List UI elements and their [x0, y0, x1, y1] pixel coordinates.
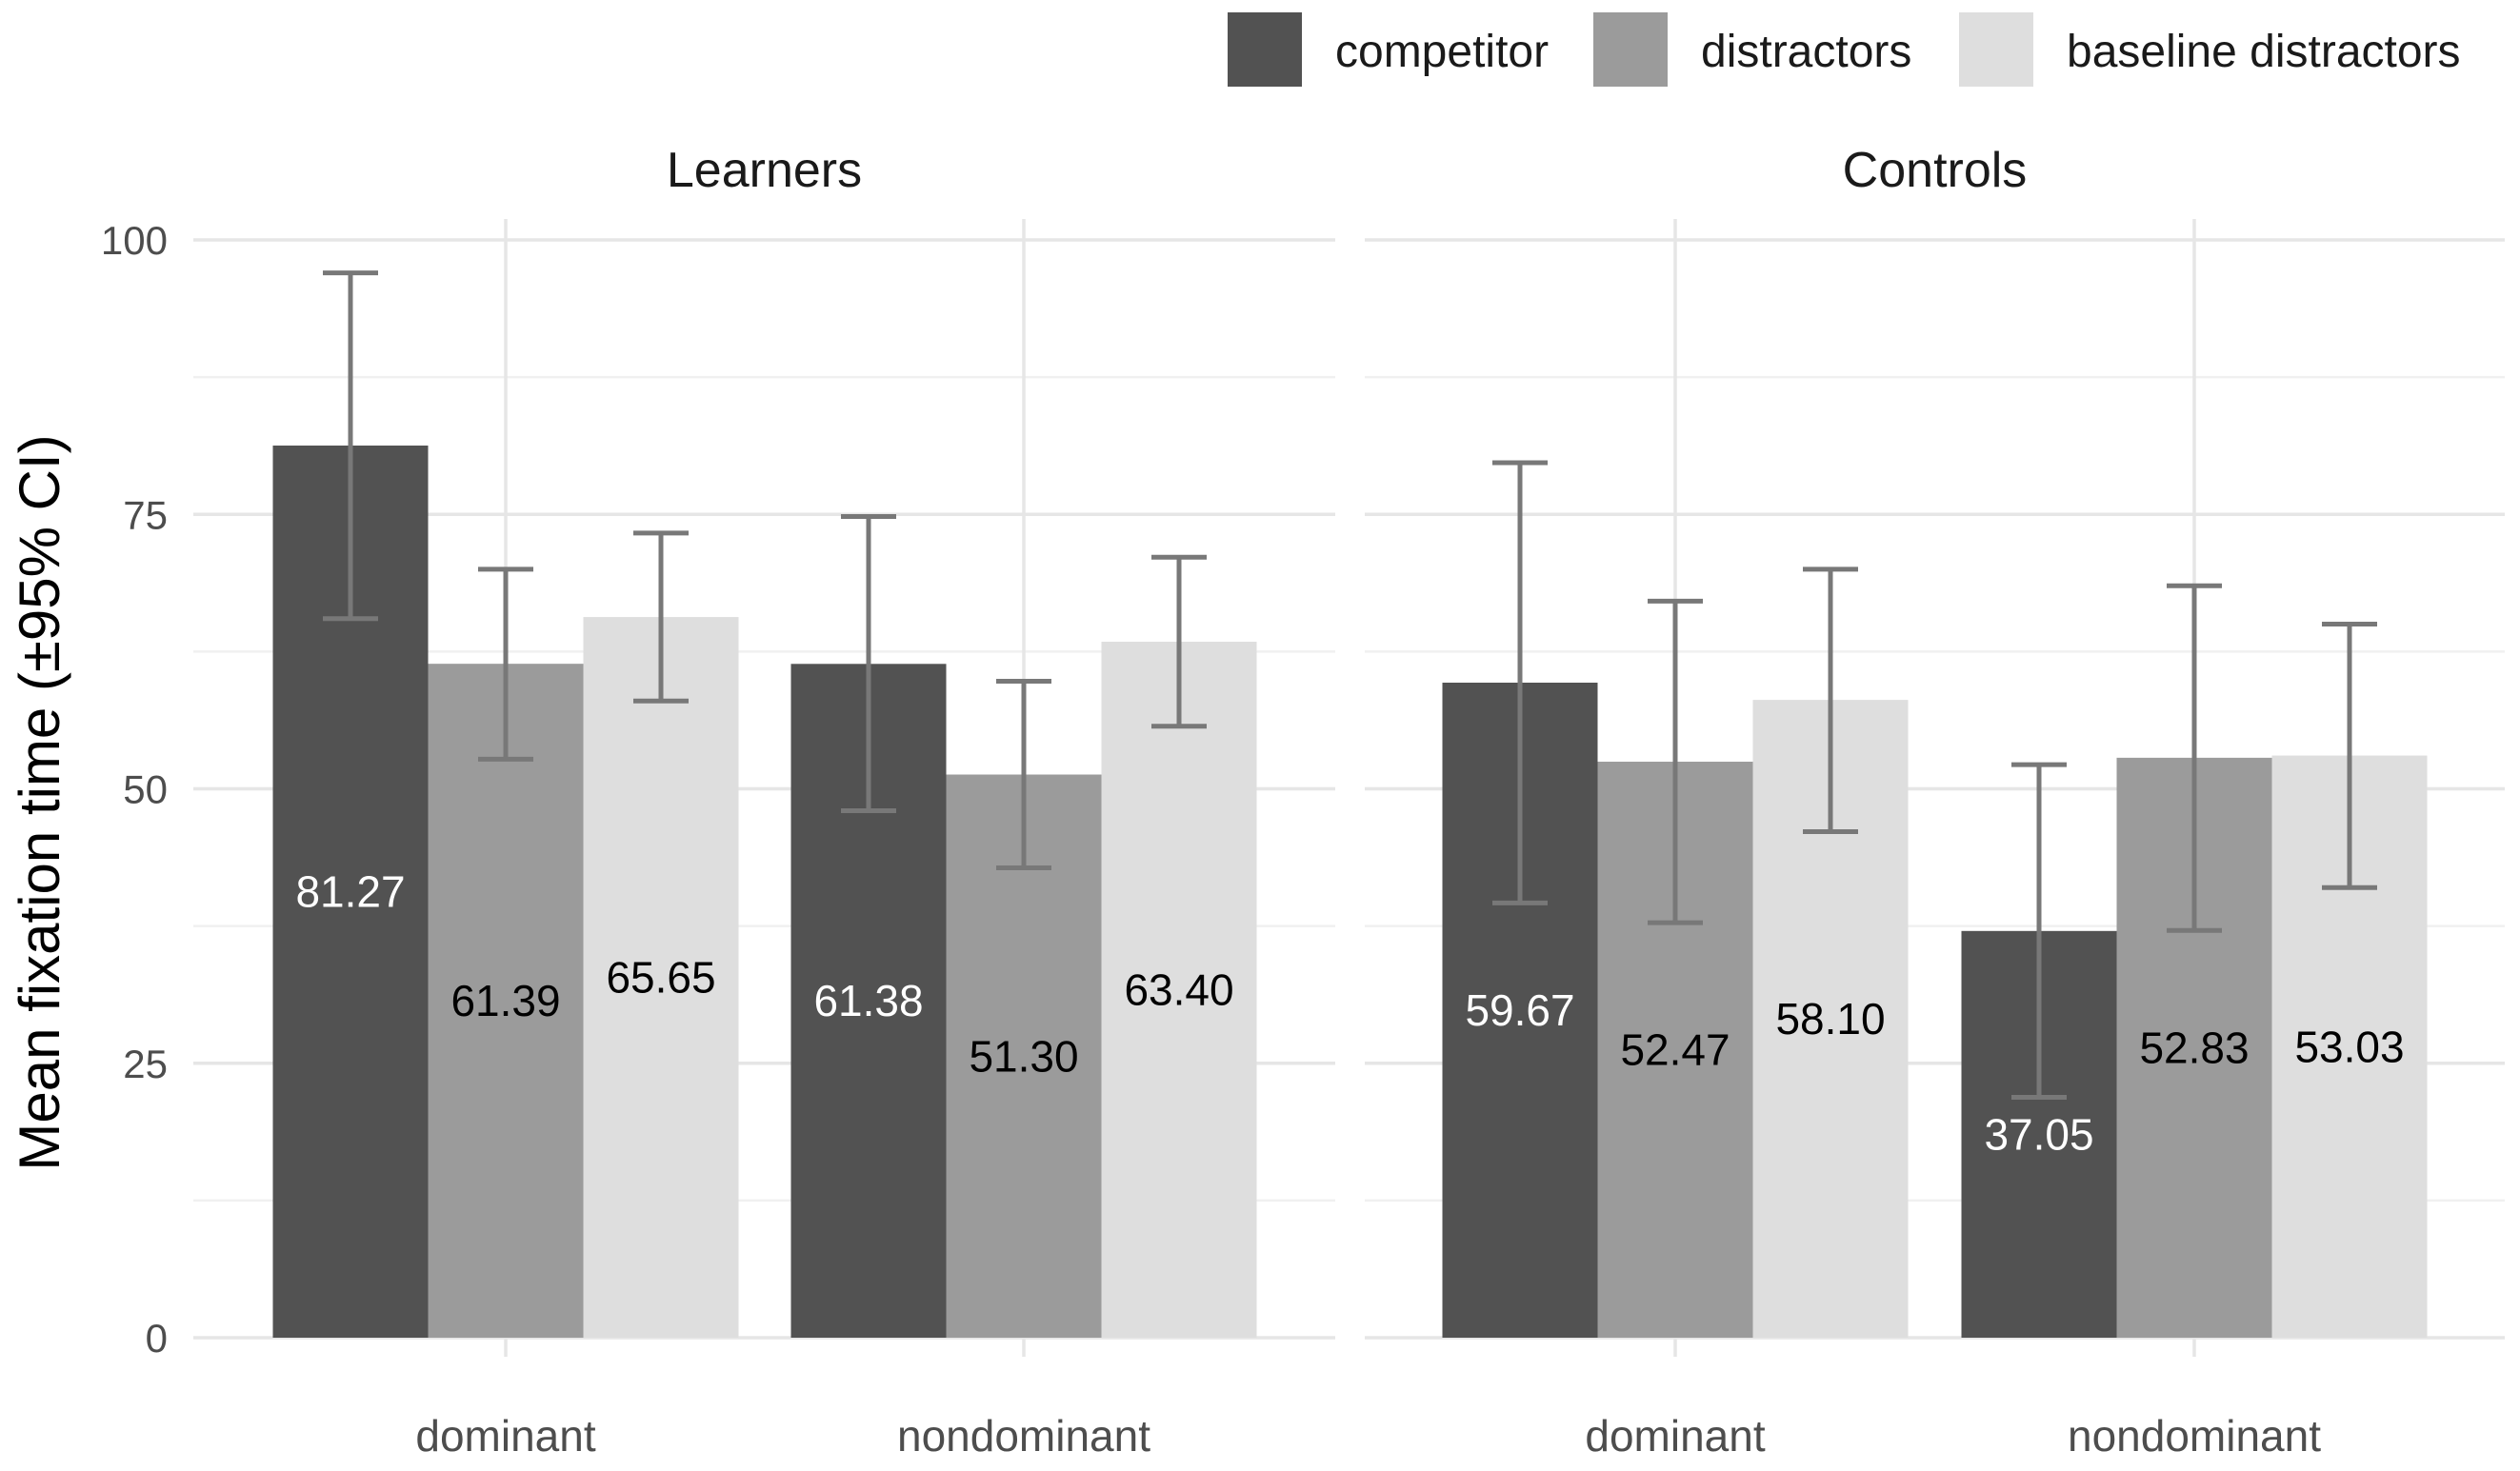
bar-baseline-distractors [583, 617, 739, 1338]
data-label: 61.38 [813, 976, 923, 1025]
error-bar [2322, 622, 2377, 890]
error-bar [2011, 762, 2067, 1100]
data-label: 65.65 [606, 953, 715, 1003]
error-bar [633, 530, 689, 704]
y-axis-label: Mean fixation time (±95% CI) [8, 434, 71, 1170]
error-bar [1151, 554, 1207, 729]
panel-2: Controls dominant nondominant 59.67 37.05 52.… [1365, 143, 2505, 1461]
bar-baseline-distractors [1101, 641, 1257, 1338]
x-tick-label: nondominant [897, 1411, 1150, 1461]
data-label: 52.47 [1620, 1025, 1730, 1075]
data-label: 37.05 [1984, 1109, 2093, 1159]
error-bar [2167, 583, 2222, 933]
panel-title: Learners [667, 143, 862, 198]
legend: competitor distractors baseline distractor… [1228, 12, 2461, 87]
error-bar [996, 679, 1051, 871]
data-label: 51.30 [969, 1031, 1078, 1081]
data-label: 52.83 [2139, 1023, 2249, 1072]
data-label: 61.39 [450, 976, 560, 1025]
error-bar [1803, 567, 1858, 834]
legend-label-3: baseline distractors [2067, 27, 2461, 77]
y-tick-label: 100 [101, 218, 168, 263]
y-axis: 0 25 50 75 100 [101, 218, 168, 1361]
x-tick-label: dominant [415, 1411, 595, 1461]
legend-swatch-3 [1959, 12, 2033, 87]
error-bar [841, 514, 896, 814]
data-label: 81.27 [295, 866, 405, 916]
y-tick-label: 25 [123, 1042, 168, 1086]
chart-panels: Learners dominant nondominant 81.27 61.38 61.… [101, 143, 2505, 1461]
x-tick-label: dominant [1585, 1411, 1765, 1461]
y-tick-label: 0 [146, 1316, 168, 1361]
error-bar [323, 270, 378, 622]
legend-label-1: competitor [1335, 27, 1549, 77]
y-tick-label: 75 [123, 492, 168, 537]
data-label: 59.67 [1465, 985, 1574, 1035]
legend-swatch-2 [1593, 12, 1668, 87]
data-label: 58.10 [1775, 994, 1885, 1044]
x-tick-label: nondominant [2068, 1411, 2321, 1461]
panel-1: Learners dominant nondominant 81.27 61.38 61.… [193, 143, 1335, 1461]
bar-distractors [428, 664, 584, 1338]
panel-title: Controls [1843, 143, 2028, 198]
data-label: 63.40 [1124, 964, 1233, 1014]
error-bar [1648, 598, 1703, 925]
error-bar [478, 567, 533, 762]
data-label: 53.03 [2294, 1022, 2404, 1071]
y-tick-label: 50 [123, 767, 168, 812]
error-bar [1492, 460, 1548, 905]
legend-swatch-1 [1228, 12, 1302, 87]
legend-label-2: distractors [1701, 27, 1911, 77]
